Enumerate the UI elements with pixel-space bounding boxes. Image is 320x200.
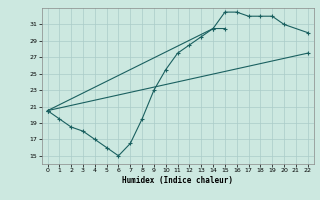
X-axis label: Humidex (Indice chaleur): Humidex (Indice chaleur) xyxy=(122,176,233,185)
